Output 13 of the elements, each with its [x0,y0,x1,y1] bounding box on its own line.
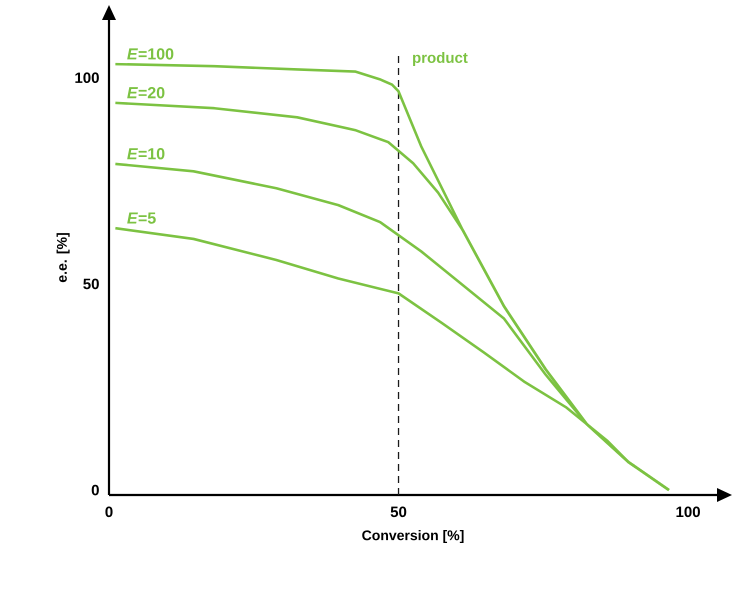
x-tick-label: 50 [390,506,406,518]
series-label: E=5 [127,212,156,224]
ref-line-label: product [413,52,468,66]
series-label: E=100 [127,48,174,60]
x-tick-label: 100 [676,506,700,518]
series-label: E=10 [127,148,164,160]
series-label: E=20 [127,87,164,98]
y-tick-label: 50 [83,278,99,290]
y-tick-label: 0 [92,484,99,496]
x-tick-label: 0 [105,506,113,518]
y-axis-title: e.e. [%] [56,233,70,282]
y-tick-label: 100 [75,72,99,84]
x-axis-title: Conversion [%] [362,530,464,544]
